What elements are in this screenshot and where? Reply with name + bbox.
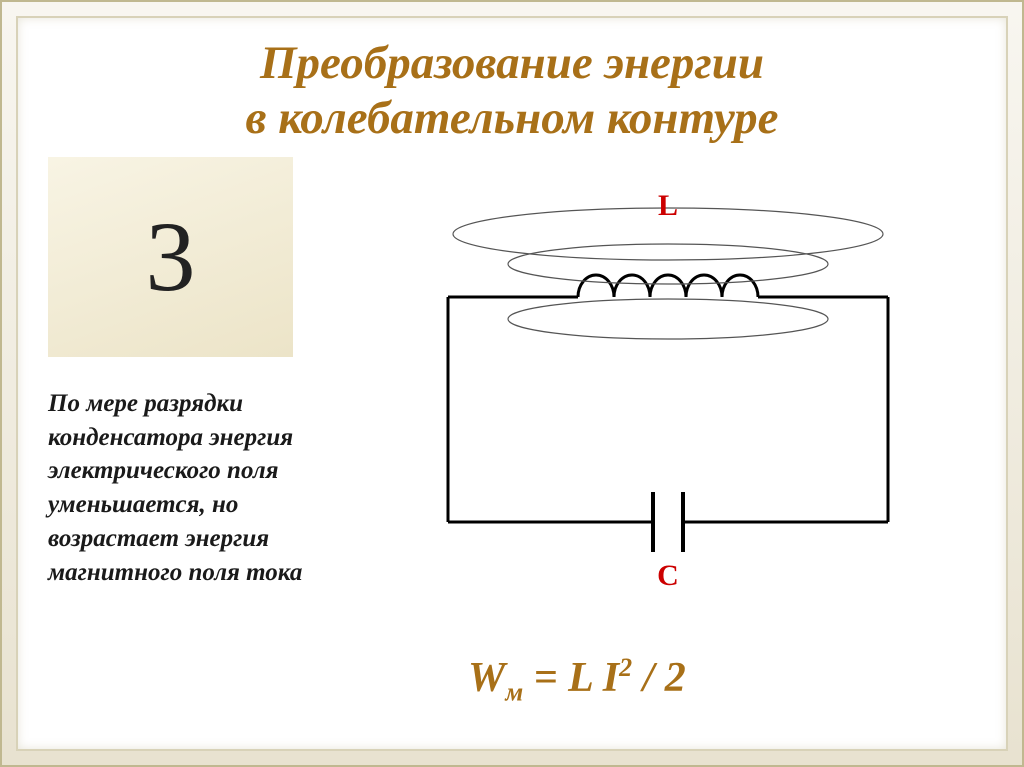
body-text: По мере разрядки конденсатора энергия эл… [48, 387, 388, 590]
inductor-coil [578, 275, 758, 297]
energy-formula: Wм = L I2 / 2 [468, 653, 686, 707]
inductor-label: L [658, 189, 678, 222]
lc-circuit-diagram: L C [388, 167, 948, 587]
title-line-2: в колебательном контуре [245, 92, 778, 144]
page-title: Преобразование энергии в колебательном к… [48, 36, 976, 147]
outer-frame: Преобразование энергии в колебательном к… [0, 0, 1024, 767]
content-row: 3 По мере разрядки конденсатора энергия … [48, 157, 976, 590]
right-column: L C [388, 157, 976, 587]
left-column: 3 По мере разрядки конденсатора энергия … [48, 157, 388, 590]
formula-W: W [468, 655, 505, 701]
field-ellipse-3 [508, 299, 828, 339]
inner-frame: Преобразование энергии в колебательном к… [16, 16, 1008, 751]
formula-tail: / 2 [632, 655, 686, 701]
stage-number: 3 [146, 199, 196, 314]
stage-box: 3 [48, 157, 293, 357]
formula-sup: 2 [619, 653, 632, 682]
formula-eq: = L I [523, 655, 619, 701]
field-ellipse-2 [508, 244, 828, 284]
capacitor-label: C [657, 559, 679, 587]
title-line-1: Преобразование энергии [260, 37, 764, 89]
formula-sub: м [505, 677, 523, 706]
